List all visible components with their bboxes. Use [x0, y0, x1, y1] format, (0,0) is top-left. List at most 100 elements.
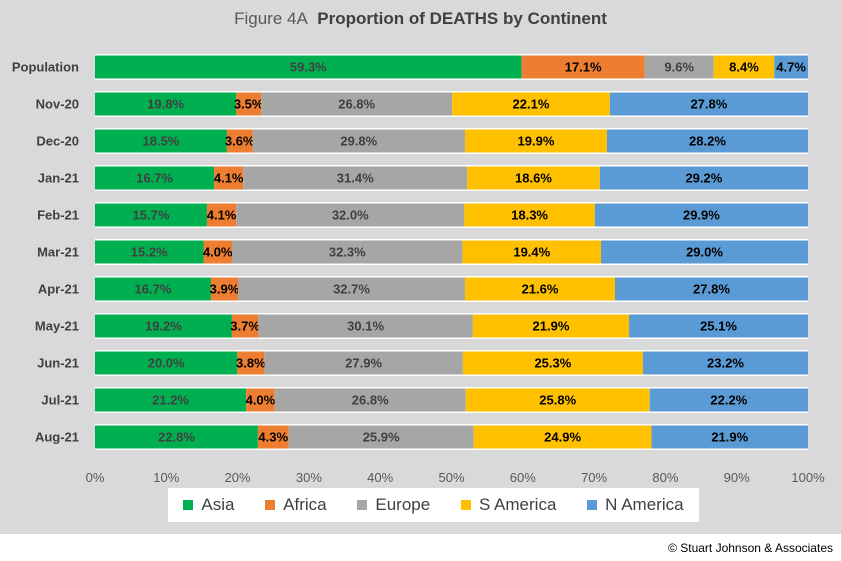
legend-label: Africa — [283, 495, 327, 514]
data-label-africa: 17.1% — [565, 60, 602, 75]
bar-n-america — [651, 425, 808, 449]
legend-swatch — [357, 500, 368, 510]
bar-africa — [257, 425, 289, 449]
bar-africa — [210, 277, 239, 301]
bar-s-america — [465, 388, 650, 412]
data-label-asia: 19.8% — [147, 97, 184, 112]
bar-europe — [264, 351, 463, 375]
data-label-europe: 32.3% — [329, 245, 366, 260]
data-label-n-america: 27.8% — [690, 97, 727, 112]
bar-europe — [288, 425, 474, 449]
bar-europe — [252, 129, 466, 153]
copyright-footer: © Stuart Johnson & Associates — [668, 541, 833, 555]
data-label-s-america: 25.8% — [539, 393, 576, 408]
data-label-asia: 19.2% — [145, 319, 182, 334]
legend-item-s-america: S America — [460, 495, 556, 515]
data-label-s-america: 25.3% — [534, 356, 571, 371]
bar-asia — [95, 166, 215, 190]
data-label-asia: 22.8% — [158, 430, 195, 445]
data-label-n-america: 25.1% — [700, 319, 737, 334]
bar-africa — [521, 55, 645, 79]
x-tick-label: 90% — [724, 470, 750, 485]
bar-n-america — [601, 240, 808, 264]
bar-asia — [95, 351, 238, 375]
data-label-n-america: 27.8% — [693, 282, 730, 297]
data-label-europe: 30.1% — [347, 319, 384, 334]
data-label-n-america: 23.2% — [707, 356, 744, 371]
bar-africa — [237, 351, 265, 375]
bar-africa — [203, 240, 233, 264]
bar-n-america — [774, 55, 808, 79]
legend: Asia Africa Europe S America N America — [168, 488, 699, 522]
data-label-asia: 15.7% — [133, 208, 170, 223]
bar-asia — [95, 277, 211, 301]
x-tick-label: 50% — [438, 470, 464, 485]
bar-asia — [95, 388, 247, 412]
chart-title: Figure 4A Proportion of DEATHS by Contin… — [0, 9, 841, 29]
legend-item-asia: Asia — [183, 495, 234, 515]
bar-asia — [95, 55, 522, 79]
category-label: Aug-21 — [35, 430, 79, 445]
category-label: Mar-21 — [37, 245, 79, 260]
data-label-n-america: 4.7% — [776, 60, 806, 75]
data-label-s-america: 19.4% — [513, 245, 550, 260]
bar-asia — [95, 129, 227, 153]
legend-swatch — [265, 500, 276, 510]
bar-africa — [236, 92, 262, 116]
category-label: Population — [12, 60, 79, 75]
data-label-s-america: 18.3% — [511, 208, 548, 223]
bar-europe — [644, 55, 714, 79]
x-tick-label: 20% — [225, 470, 251, 485]
bar-asia — [95, 240, 204, 264]
data-label-europe: 32.0% — [332, 208, 369, 223]
data-label-africa: 4.1% — [214, 171, 244, 186]
data-label-africa: 4.0% — [246, 393, 276, 408]
bar-s-america — [462, 240, 602, 264]
bar-asia — [95, 92, 237, 116]
chart-title-prefix: Figure 4A — [234, 9, 308, 28]
bar-n-america — [606, 129, 808, 153]
bar-asia — [95, 203, 207, 227]
bar-europe — [238, 277, 466, 301]
category-label: Jul-21 — [41, 393, 79, 408]
bar-s-america — [465, 129, 607, 153]
data-label-africa: 3.8% — [236, 356, 266, 371]
bar-europe — [258, 314, 473, 338]
bar-s-america — [472, 314, 630, 338]
data-label-n-america: 29.0% — [686, 245, 723, 260]
bar-africa — [226, 129, 253, 153]
category-label: Nov-20 — [36, 97, 79, 112]
category-label: Feb-21 — [37, 208, 79, 223]
x-tick-label: 40% — [367, 470, 393, 485]
bar-europe — [232, 240, 463, 264]
legend-label: N America — [605, 495, 684, 514]
data-label-n-america: 29.9% — [683, 208, 720, 223]
bar-chart: 59.3% 17.1% 9.6% 8.4% 4.7% Population 19.8% 3.5… — [12, 54, 825, 485]
x-tick-label: 70% — [581, 470, 607, 485]
data-label-africa: 3.7% — [230, 319, 260, 334]
bar-europe — [274, 388, 466, 412]
data-label-europe: 32.7% — [333, 282, 370, 297]
bar-s-america — [467, 166, 600, 190]
data-label-europe: 25.9% — [363, 430, 400, 445]
data-label-africa: 4.3% — [258, 430, 288, 445]
data-label-n-america: 21.9% — [711, 430, 748, 445]
x-tick-label: 100% — [791, 470, 825, 485]
data-label-europe: 27.9% — [345, 356, 382, 371]
bar-s-america — [473, 425, 652, 449]
x-tick-label: 0% — [86, 470, 105, 485]
bar-africa — [206, 203, 237, 227]
bar-s-america — [462, 351, 643, 375]
data-label-africa: 3.9% — [210, 282, 240, 297]
bar-n-america — [609, 92, 808, 116]
data-label-europe: 9.6% — [664, 60, 694, 75]
bar-africa — [231, 314, 259, 338]
data-label-s-america: 22.1% — [513, 97, 550, 112]
legend-label: Asia — [201, 495, 235, 514]
data-label-europe: 31.4% — [337, 171, 374, 186]
data-label-asia: 20.0% — [148, 356, 185, 371]
bar-europe — [243, 166, 468, 190]
bar-africa — [246, 388, 275, 412]
category-label: Jun-21 — [37, 356, 79, 371]
data-label-n-america: 29.2% — [685, 171, 722, 186]
